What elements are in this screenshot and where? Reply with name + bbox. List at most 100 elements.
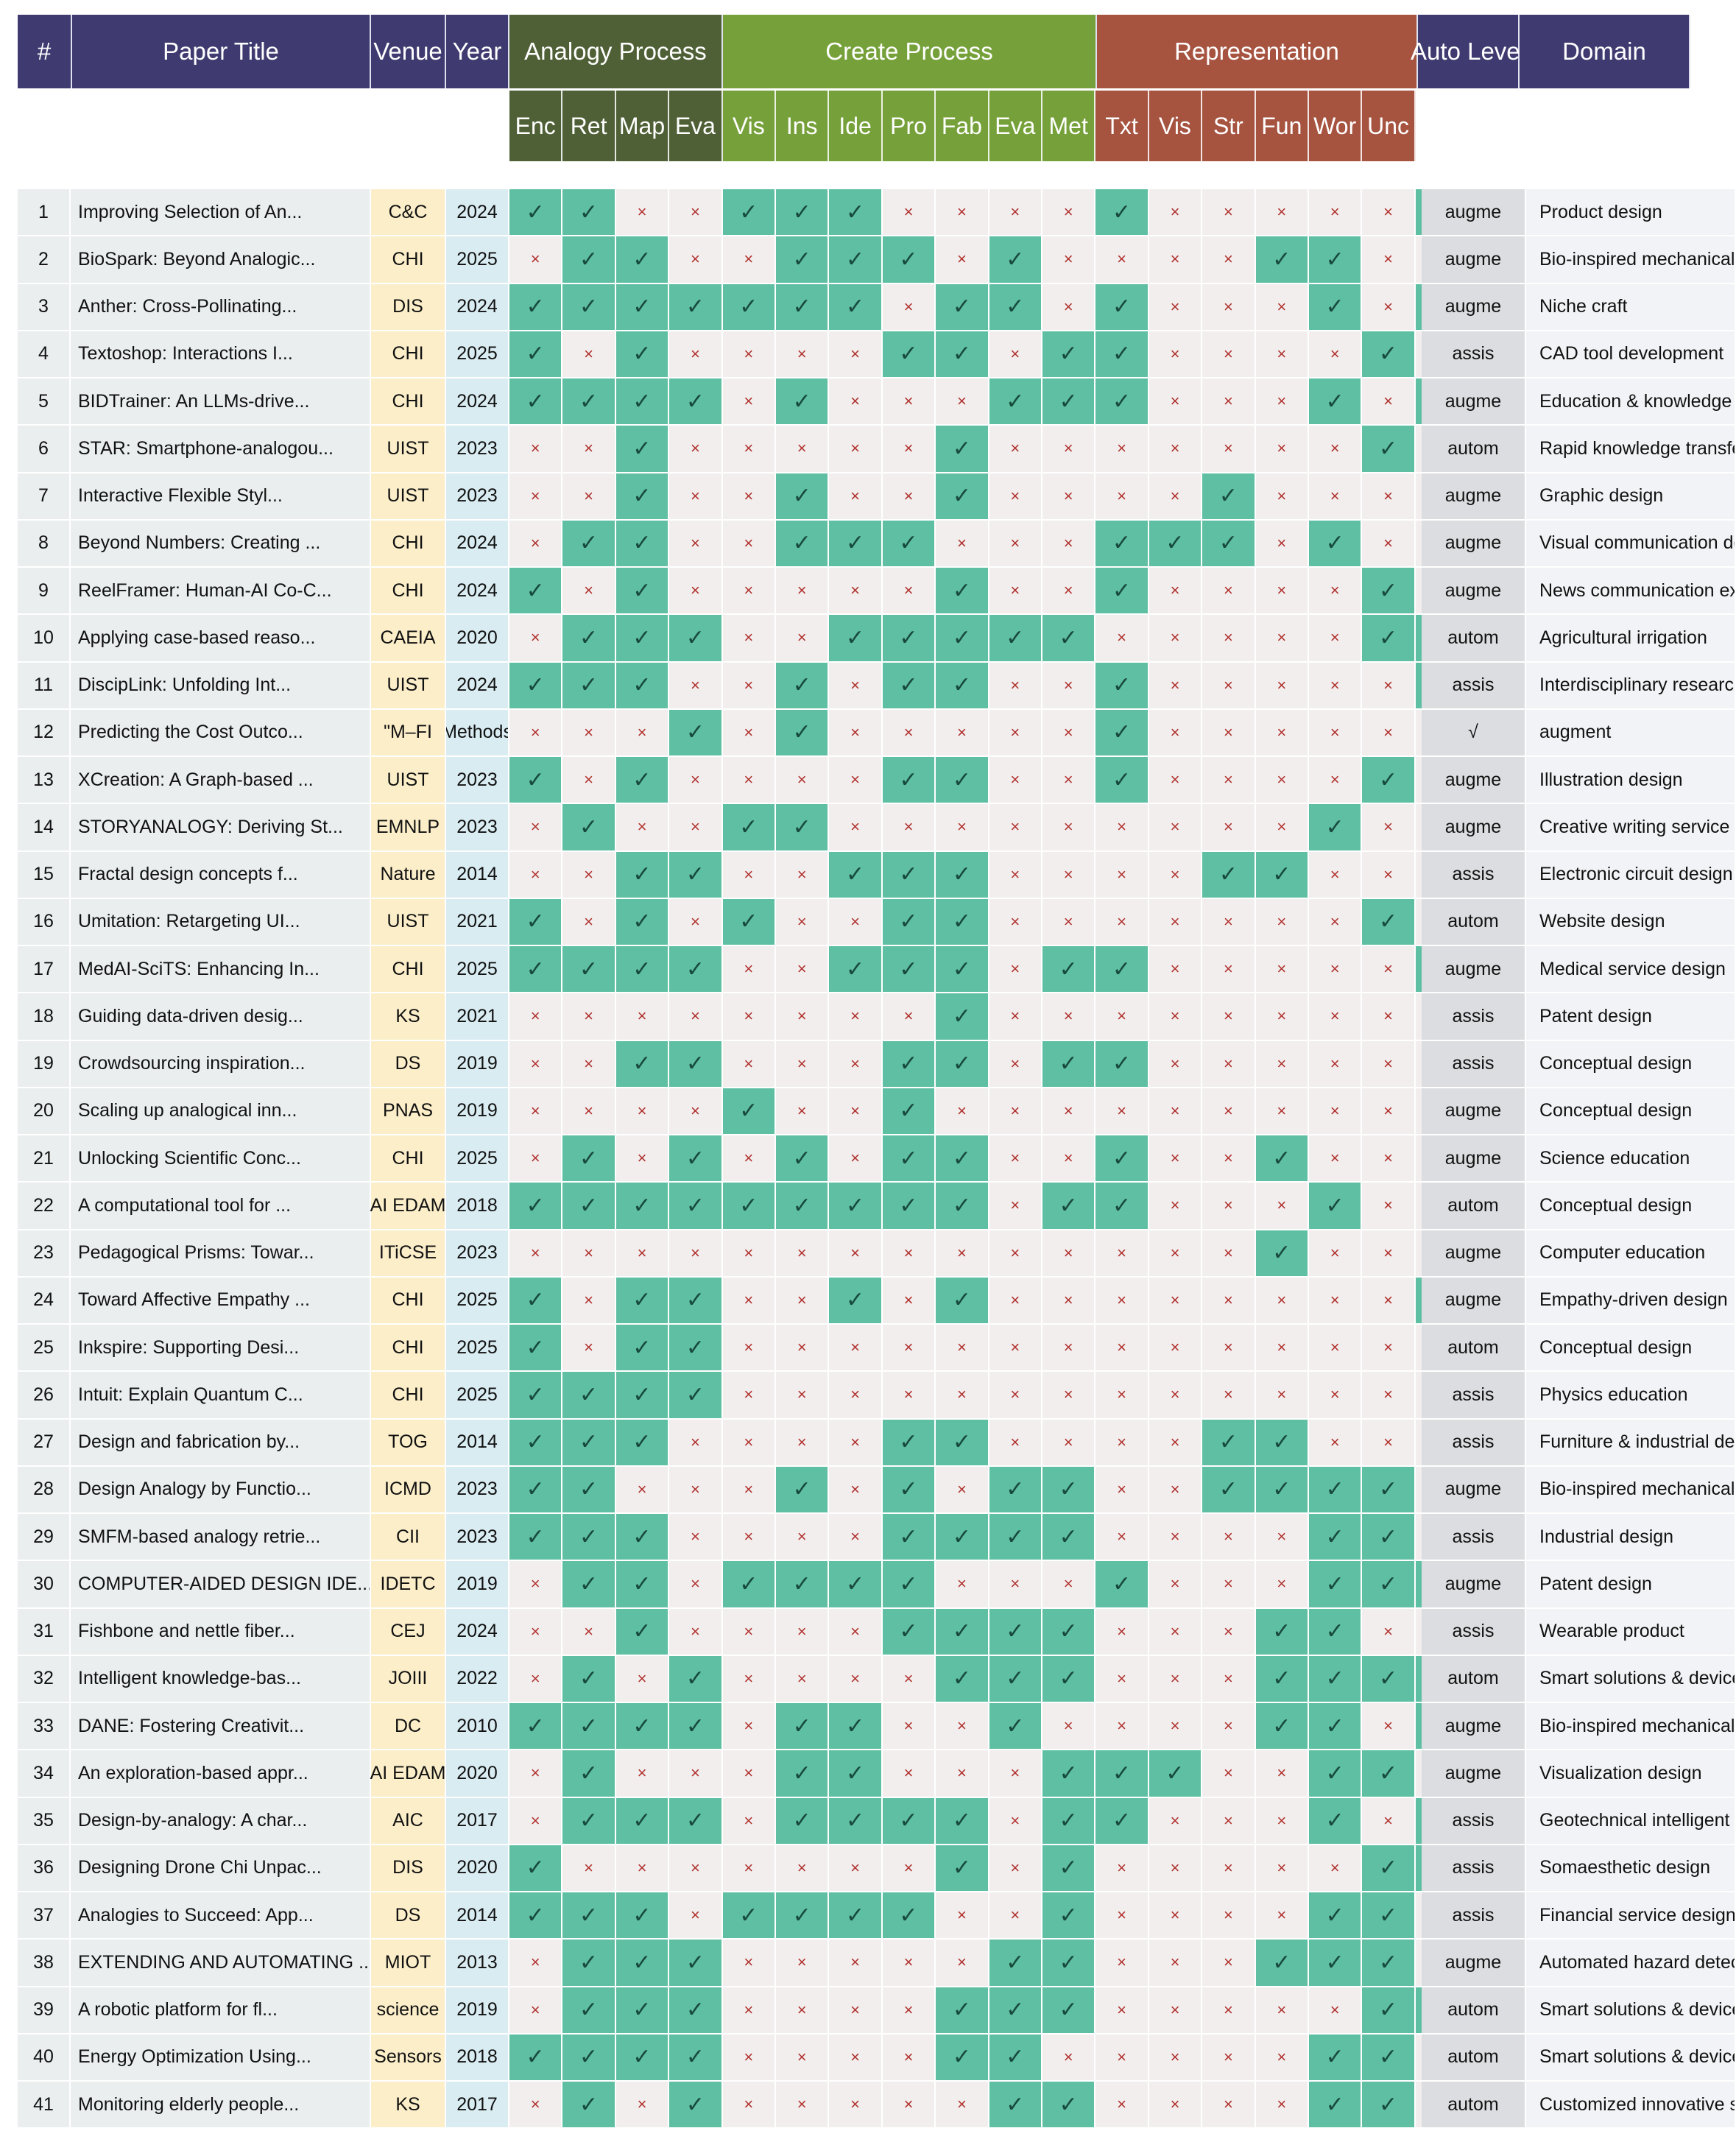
check-mark-eva: ✓ — [669, 283, 723, 330]
venue: AI EDAM — [370, 1750, 446, 1797]
cross-mark-pro: × — [882, 426, 936, 472]
cross-mark-txt: × — [1095, 1655, 1149, 1702]
venue: C&C — [371, 189, 446, 236]
cross-mark-vis: × — [1148, 1466, 1203, 1512]
cross-mark-eva: × — [669, 993, 723, 1040]
subheader-met-1: Met — [1042, 91, 1096, 161]
check-mark-map: ✓ — [615, 851, 670, 898]
cross-mark-pro: × — [882, 1230, 936, 1276]
year: 2022 — [446, 1655, 509, 1702]
check-mark-ret: ✓ — [562, 378, 616, 425]
cross-mark-eva: × — [989, 520, 1042, 566]
check-mark-fun: ✓ — [1255, 1135, 1309, 1182]
cross-mark-vis: × — [722, 1325, 776, 1371]
cross-mark-fab: × — [936, 1230, 989, 1276]
auto-level: assis — [1422, 993, 1526, 1040]
row-number: 24 — [18, 1277, 71, 1323]
cross-mark-vis: × — [1148, 898, 1203, 945]
cross-mark-fun: × — [1255, 1325, 1309, 1371]
table-row: 4 Textoshop: Interactions I... CHI 2025 ✓ × ✓ ×… — [18, 331, 1736, 378]
check-mark-txt: ✓ — [1095, 1135, 1149, 1182]
cross-mark-ret: × — [562, 331, 616, 377]
check-mark-ide: ✓ — [829, 946, 883, 993]
check-mark-ide: ✓ — [829, 1892, 883, 1939]
row-number: 38 — [18, 1940, 71, 1986]
cross-mark-ins: × — [776, 898, 830, 945]
year: 2018 — [446, 2034, 509, 2080]
cross-mark-vis: × — [1148, 189, 1203, 236]
check-mark-fun: ✓ — [1255, 1655, 1309, 1702]
domain: Electronic circuit design — [1526, 851, 1736, 898]
cross-mark-vis: × — [722, 1419, 776, 1465]
cross-mark-eva: × — [669, 898, 723, 945]
check-mark-eva: ✓ — [989, 1466, 1042, 1512]
check-mark-enc: ✓ — [509, 757, 563, 803]
cross-mark-wor: × — [1309, 946, 1363, 993]
cross-mark-fun: × — [1255, 804, 1309, 850]
cross-mark-enc: × — [509, 520, 563, 566]
paper-title: A computational tool for ... — [71, 1183, 371, 1229]
cross-mark-eva: × — [669, 473, 723, 519]
cross-mark-eva: × — [669, 1088, 723, 1134]
cross-mark-fun: × — [1255, 2082, 1309, 2128]
cross-mark-eva: × — [989, 993, 1042, 1040]
paper-title: Textoshop: Interactions I... — [71, 331, 371, 377]
cross-mark-fun: × — [1255, 898, 1309, 945]
cross-mark-vis: × — [722, 757, 776, 803]
cross-mark-vis: × — [722, 1372, 776, 1418]
cross-mark-ide: × — [829, 1040, 883, 1087]
cross-mark-ins: × — [776, 1040, 830, 1087]
cross-mark-str: × — [1202, 804, 1256, 850]
check-mark-pro: ✓ — [882, 331, 936, 377]
cross-mark-ins: × — [776, 2082, 830, 2128]
paper-title: Monitoring elderly people... — [71, 2082, 371, 2128]
cross-mark-ide: × — [829, 662, 883, 708]
auto-level: augme — [1422, 378, 1526, 425]
check-mark-ins: ✓ — [776, 473, 830, 519]
cross-mark-enc: × — [509, 1940, 563, 1986]
cross-mark-txt: × — [1095, 2082, 1149, 2128]
cross-mark-ins: × — [776, 1514, 830, 1560]
cross-mark-fun: × — [1255, 426, 1309, 472]
check-mark-txt: ✓ — [1095, 331, 1149, 377]
check-mark-unc: ✓ — [1362, 1466, 1416, 1512]
header-venue: Venue — [371, 15, 446, 88]
row-number: 25 — [18, 1325, 71, 1371]
check-mark-vis: ✓ — [1148, 520, 1203, 566]
cross-mark-vis: × — [722, 520, 776, 566]
cross-mark-ret: × — [562, 1088, 616, 1134]
table-row: 38 EXTENDING AND AUTOMATING ... MIOT 2013 × ✓… — [18, 1940, 1736, 1987]
domain: Education & knowledge (... — [1526, 378, 1736, 425]
cross-mark-str: × — [1202, 426, 1256, 472]
cross-mark-txt: × — [1095, 1940, 1149, 1986]
cross-mark-ide: × — [829, 473, 883, 519]
check-mark-fab: ✓ — [936, 1987, 989, 2033]
cross-mark-vis: × — [1148, 1797, 1203, 1844]
year: 2010 — [446, 1703, 509, 1750]
paper-title: MedAI-SciTS: Enhancing In... — [71, 946, 371, 993]
domain: Patent design — [1526, 993, 1736, 1040]
cross-mark-ide: × — [829, 2082, 883, 2128]
check-mark-met: ✓ — [1042, 2082, 1096, 2128]
auto-level: augme — [1422, 189, 1526, 236]
check-mark-enc: ✓ — [509, 331, 563, 377]
venue: science — [371, 1987, 446, 2033]
check-mark-fab: ✓ — [936, 1135, 989, 1182]
check-mark-ret: ✓ — [562, 1372, 616, 1418]
cross-mark-pro: × — [882, 2034, 936, 2080]
cross-mark-str: × — [1202, 1750, 1256, 1797]
auto-level: augme — [1422, 283, 1526, 330]
check-mark-fab: ✓ — [936, 757, 989, 803]
check-mark-ide: ✓ — [829, 1750, 883, 1797]
check-mark-eva: ✓ — [669, 1183, 723, 1229]
check-mark-wor: ✓ — [1309, 1466, 1363, 1512]
cross-mark-fab: × — [936, 378, 989, 425]
cross-mark-fun: × — [1255, 662, 1309, 708]
check-mark-fab: ✓ — [936, 1845, 989, 1891]
cross-mark-wor: × — [1309, 709, 1363, 755]
check-mark-enc: ✓ — [509, 1325, 563, 1371]
table-row: 21 Unlocking Scientific Conc... CHI 2025 × ✓ ×… — [18, 1135, 1736, 1183]
cross-mark-pro: × — [882, 1845, 936, 1891]
venue: PNAS — [371, 1088, 446, 1134]
venue: DIS — [371, 1845, 446, 1891]
